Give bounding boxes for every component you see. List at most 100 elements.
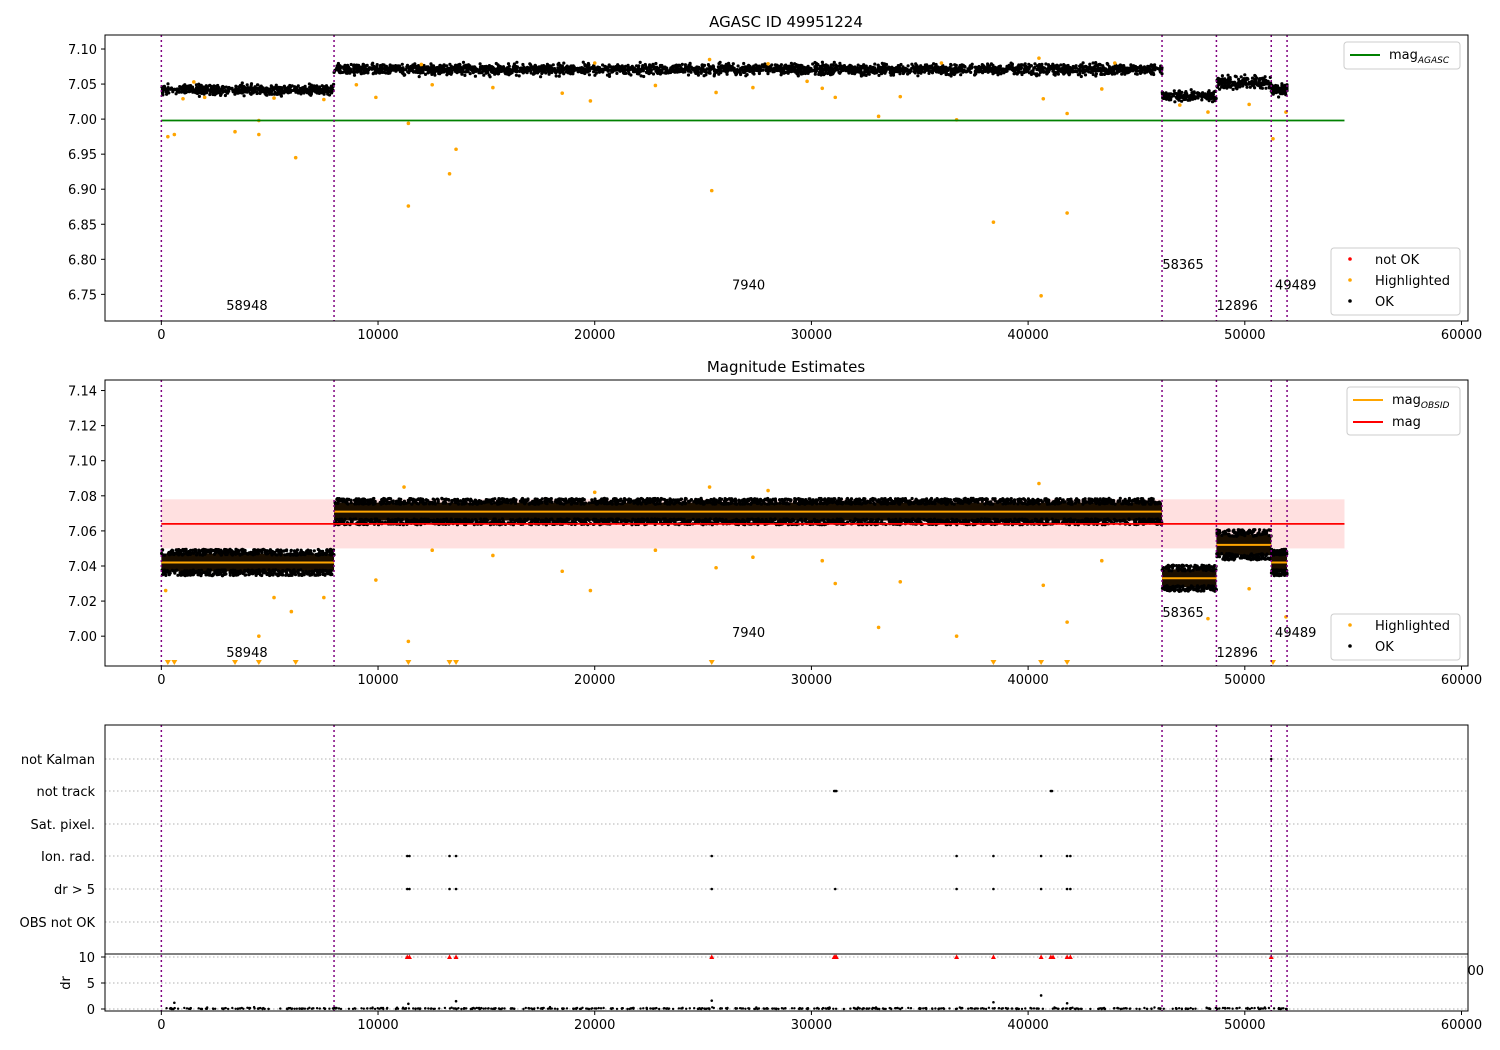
ok-point — [172, 87, 176, 91]
ok-point — [268, 92, 272, 96]
ok-point — [1238, 85, 1242, 89]
ok-point — [696, 73, 701, 77]
ok-point — [370, 66, 375, 70]
ok-point — [927, 71, 931, 75]
ok-point — [1020, 63, 1024, 67]
ok-point — [454, 67, 458, 71]
ok-point — [277, 550, 281, 554]
ok-point — [1206, 96, 1210, 100]
ok-point — [545, 62, 550, 66]
ok-point — [838, 71, 842, 75]
ok-point — [382, 70, 386, 74]
ok-point — [300, 573, 304, 577]
ok-point — [317, 91, 321, 95]
ok-point — [560, 69, 564, 73]
ok-point — [185, 550, 189, 554]
ok-point — [234, 87, 238, 91]
highlighted-point — [1112, 61, 1117, 65]
ok-point — [1025, 69, 1029, 74]
legend-line-label-main: mag — [1389, 48, 1418, 63]
ok-point — [706, 63, 711, 67]
ok-point — [1001, 67, 1005, 71]
ok-point — [891, 68, 895, 72]
ok-point — [171, 569, 175, 573]
ok-point — [235, 572, 239, 576]
ok-point — [286, 90, 290, 94]
ok-point — [712, 67, 716, 71]
legend-point-swatch — [1348, 299, 1352, 303]
ok-point — [736, 64, 740, 68]
ok-point — [901, 71, 905, 76]
ok-point — [669, 66, 673, 70]
ok-point — [170, 552, 174, 556]
ok-point — [361, 62, 365, 66]
ok-point — [249, 82, 254, 86]
ok-point — [449, 64, 453, 68]
ok-point — [641, 69, 646, 73]
highlighted-point — [1065, 111, 1069, 116]
ok-point — [175, 90, 179, 94]
ok-point — [1087, 67, 1091, 71]
ok-point — [973, 65, 977, 69]
ok-point — [1243, 80, 1247, 84]
ok-point — [329, 553, 333, 557]
ok-point — [831, 72, 835, 76]
ok-point — [417, 75, 421, 79]
ok-point — [364, 67, 368, 71]
ok-point — [786, 68, 790, 72]
ok-point — [905, 69, 909, 73]
ok-point — [306, 548, 310, 552]
ok-point — [811, 62, 815, 66]
ok-point — [298, 86, 302, 91]
ok-point — [296, 571, 300, 575]
ok-point — [193, 90, 197, 94]
ok-point — [179, 87, 183, 91]
ok-point — [1002, 71, 1006, 75]
ok-point — [512, 64, 516, 68]
ok-point — [1263, 75, 1267, 79]
ok-point — [285, 568, 289, 572]
ok-point — [995, 69, 999, 73]
ok-point — [846, 65, 850, 69]
y-tick-label: 6.90 — [68, 183, 97, 198]
ok-point — [978, 65, 982, 69]
ok-point — [1223, 84, 1228, 88]
ok-point — [274, 553, 278, 557]
ok-point — [389, 66, 394, 70]
ok-point — [278, 570, 282, 574]
ok-point — [485, 69, 489, 73]
ok-point — [268, 89, 272, 94]
ok-point — [1133, 65, 1137, 70]
ok-point — [978, 69, 982, 73]
ok-point — [318, 568, 322, 572]
ok-point — [1114, 67, 1119, 71]
ok-point — [1234, 84, 1238, 88]
ok-point — [1083, 73, 1088, 77]
ok-point — [951, 71, 955, 75]
ok-point — [1031, 69, 1035, 73]
ok-point — [279, 553, 283, 557]
ok-point — [1262, 78, 1266, 82]
ok-point — [1127, 69, 1131, 73]
ok-point — [725, 68, 729, 72]
ok-point — [1217, 82, 1221, 87]
ok-point — [890, 71, 894, 75]
highlighted-point — [233, 129, 237, 134]
ok-point — [1196, 91, 1200, 95]
ok-point — [629, 73, 633, 77]
ok-point — [377, 68, 381, 72]
ok-point — [734, 68, 739, 72]
ok-point — [835, 64, 839, 69]
ok-point — [998, 64, 1003, 68]
panel-agasc-line-legend: magAGASC — [1343, 41, 1461, 70]
ok-point — [220, 88, 224, 92]
ok-point — [286, 87, 290, 91]
x-tick-label: 20000 — [574, 328, 615, 343]
ok-point — [647, 71, 651, 75]
ok-point — [480, 70, 484, 75]
highlighted-point — [709, 188, 714, 193]
highlighted-point — [560, 91, 565, 95]
ok-point — [807, 67, 811, 71]
ok-point — [588, 67, 593, 71]
ok-point — [178, 85, 182, 89]
